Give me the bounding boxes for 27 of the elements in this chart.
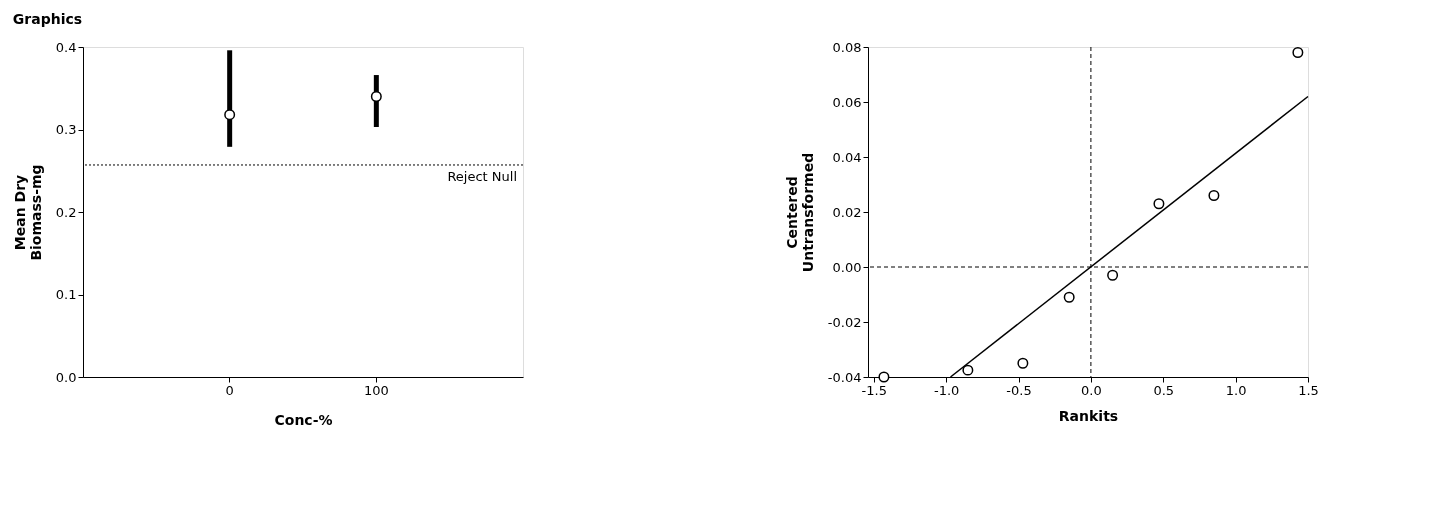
y-axis-title: Mean Dry Biomass-mg — [11, 164, 44, 261]
y-tick-label: 0.3 — [55, 122, 77, 137]
x-tick-label: -0.5 — [1006, 382, 1032, 398]
y-tick-label: 0.00 — [832, 259, 862, 275]
x-tick-label: 0 — [225, 382, 234, 398]
x-tick-label: -1.5 — [861, 382, 887, 398]
x-tick-label: 0.0 — [1081, 382, 1102, 398]
y-axis-title: Centered Untransformed — [783, 152, 816, 273]
y-tick-label: 0.04 — [832, 149, 862, 165]
y-tick-label: 0.1 — [55, 287, 77, 302]
ref-line-label: Reject Null — [447, 168, 517, 184]
x-tick-label: 1.0 — [1225, 382, 1247, 398]
x-tick-label: 0.5 — [1153, 382, 1175, 398]
y-tick-label: 0.06 — [832, 94, 862, 110]
y-tick-label: 0.2 — [55, 204, 77, 220]
chart-title: Graphics — [12, 10, 83, 27]
x-tick-label: -1.0 — [933, 382, 960, 398]
x-tick-label: 1.5 — [1298, 382, 1319, 398]
y-tick-label: 0.02 — [832, 204, 862, 220]
x-axis-title: Conc-% — [274, 411, 333, 428]
x-tick-label: 100 — [363, 382, 389, 398]
y-tick-label: 0.0 — [55, 369, 77, 385]
y-tick-label: -0.02 — [827, 314, 862, 330]
y-tick-label: -0.04 — [827, 369, 862, 385]
x-axis-title: Rankits — [1058, 407, 1119, 424]
y-tick-label: 0.4 — [55, 39, 77, 55]
y-tick-label: 0.08 — [832, 39, 862, 55]
